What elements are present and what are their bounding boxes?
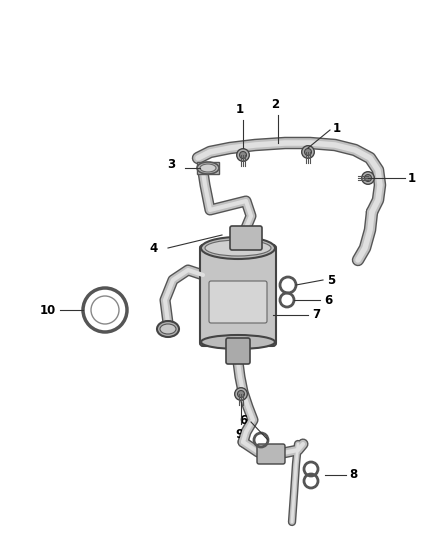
Text: 9: 9 [235, 428, 243, 441]
Text: 7: 7 [312, 309, 320, 321]
Text: 6: 6 [240, 414, 248, 426]
Ellipse shape [160, 324, 176, 334]
Ellipse shape [197, 162, 219, 174]
Text: 4: 4 [150, 241, 158, 254]
Text: 8: 8 [349, 469, 357, 481]
FancyBboxPatch shape [226, 338, 250, 364]
Circle shape [364, 174, 371, 182]
Circle shape [302, 146, 314, 158]
Ellipse shape [157, 321, 179, 337]
Ellipse shape [201, 335, 275, 349]
Text: 1: 1 [236, 103, 244, 116]
Text: 5: 5 [327, 273, 335, 287]
Ellipse shape [200, 164, 216, 172]
FancyBboxPatch shape [209, 281, 267, 323]
Circle shape [362, 172, 374, 184]
FancyBboxPatch shape [200, 245, 276, 346]
Text: 2: 2 [271, 98, 279, 111]
Circle shape [237, 391, 244, 398]
Text: 1: 1 [333, 122, 341, 134]
FancyBboxPatch shape [257, 444, 285, 464]
Circle shape [237, 149, 249, 161]
Circle shape [235, 387, 247, 400]
FancyBboxPatch shape [230, 226, 262, 250]
Text: 6: 6 [324, 294, 332, 306]
Text: 1: 1 [408, 172, 416, 184]
Circle shape [240, 151, 247, 158]
Ellipse shape [201, 237, 275, 259]
Text: 10: 10 [40, 303, 56, 317]
Ellipse shape [205, 240, 271, 256]
Bar [197, 162, 219, 174]
Circle shape [304, 149, 311, 156]
Text: 3: 3 [167, 157, 175, 171]
